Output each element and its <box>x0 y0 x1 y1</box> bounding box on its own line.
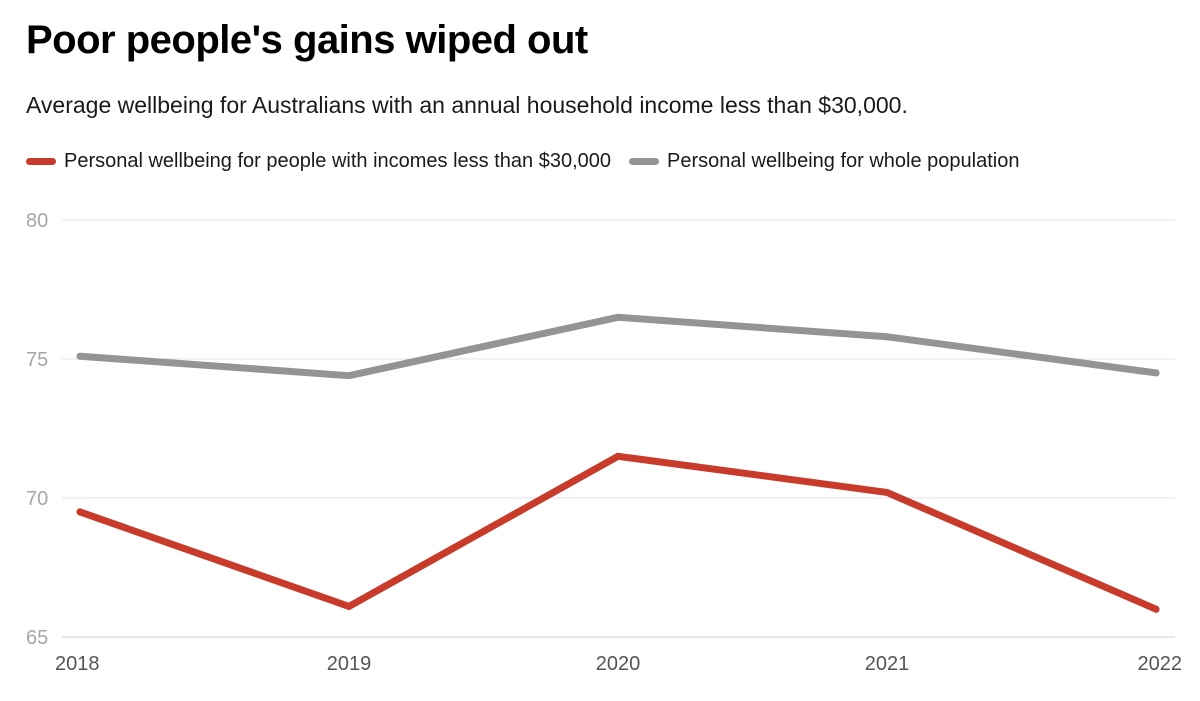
legend-label-low-income: Personal wellbeing for people with incom… <box>64 150 612 172</box>
y-tick-label: 65 <box>26 627 48 649</box>
legend-swatch-whole-population <box>629 158 660 165</box>
series-line-whole-population <box>76 313 1160 380</box>
chart-subtitle: Average wellbeing for Australians with a… <box>26 92 908 118</box>
legend-item-low-income: Personal wellbeing for people with incom… <box>26 150 611 173</box>
data-point-low-income <box>614 452 622 460</box>
data-point-whole-population <box>1152 369 1160 377</box>
data-point-low-income <box>76 508 84 516</box>
x-tick-label: 2021 <box>865 653 910 675</box>
x-tick-label: 2019 <box>327 653 372 675</box>
data-point-whole-population <box>883 333 891 341</box>
x-tick-label: 2022 <box>1138 653 1183 675</box>
series-lines <box>76 313 1160 613</box>
legend-swatch-low-income <box>26 158 56 165</box>
y-axis-ticks: 65 70 75 80 <box>26 210 48 649</box>
y-tick-label: 70 <box>26 488 48 510</box>
series-line-low-income <box>76 452 1160 613</box>
data-point-low-income <box>345 602 353 610</box>
data-point-low-income <box>883 488 891 496</box>
x-axis-ticks: 2018 2019 2020 2021 2022 <box>55 653 1182 675</box>
chart-title: Poor people's gains wiped out <box>26 18 588 62</box>
data-point-whole-population <box>614 313 622 321</box>
data-point-whole-population <box>76 352 84 360</box>
y-tick-label: 75 <box>26 349 48 371</box>
data-point-low-income <box>1152 605 1160 613</box>
x-tick-label: 2018 <box>55 653 100 675</box>
grid-lines <box>62 219 1175 638</box>
y-tick-label: 80 <box>26 210 48 232</box>
chart-legend: Personal wellbeing for people with incom… <box>26 150 1037 173</box>
legend-item-whole-population: Personal wellbeing for whole population <box>629 150 1019 173</box>
x-tick-label: 2020 <box>596 653 641 675</box>
data-point-whole-population <box>345 372 353 380</box>
legend-label-whole-population: Personal wellbeing for whole population <box>667 150 1020 172</box>
